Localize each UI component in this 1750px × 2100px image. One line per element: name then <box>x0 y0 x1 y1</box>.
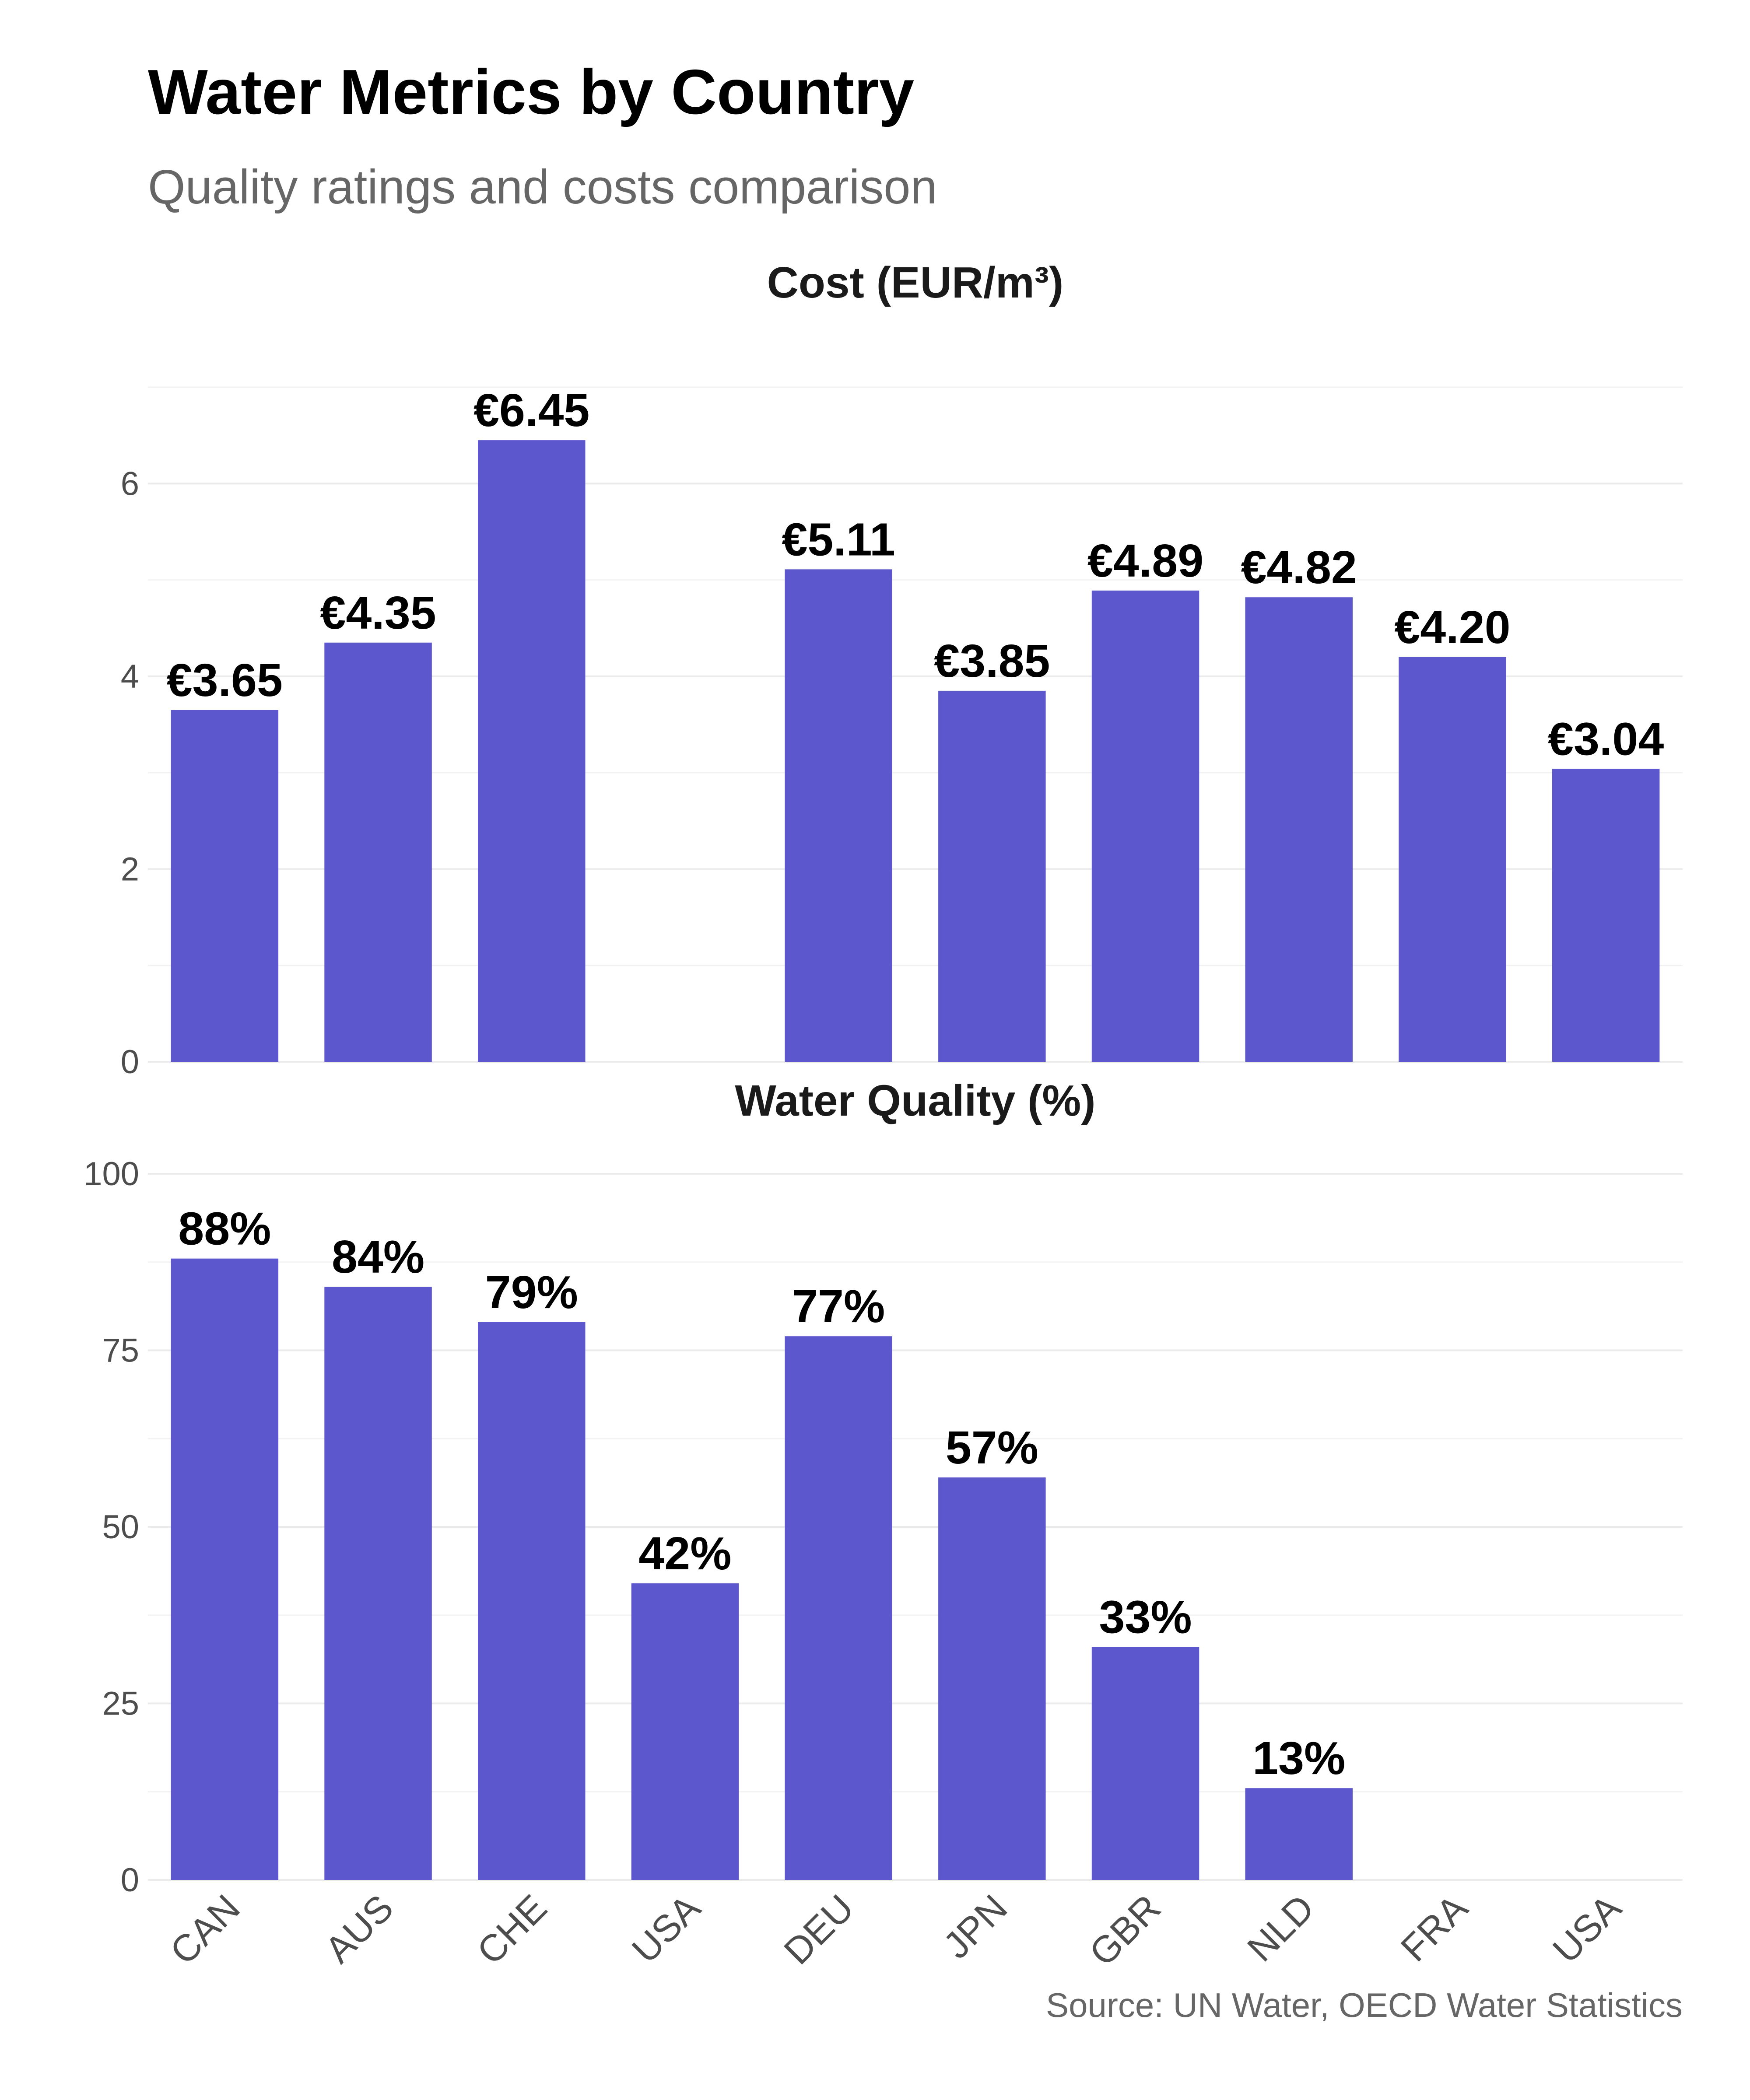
bar-label: 13% <box>1252 1732 1345 1784</box>
x-axis: CAN AUS CHE USA DEU JPN GBR NLD FRA USA <box>162 1886 1630 1974</box>
bar-label: 88% <box>178 1203 271 1255</box>
bar-label: €3.85 <box>934 635 1050 687</box>
bar <box>938 1477 1046 1880</box>
bar <box>1245 597 1353 1062</box>
bar-label: €4.82 <box>1241 542 1357 593</box>
bar-label: €4.35 <box>320 587 436 639</box>
bar-label: €3.04 <box>1548 713 1664 765</box>
bar-label: 57% <box>946 1422 1038 1474</box>
bar-label: €6.45 <box>473 385 589 436</box>
y-tick-label: 4 <box>121 658 139 695</box>
x-tick-label: USA <box>1545 1886 1629 1971</box>
panel-title: Water Quality (%) <box>735 1076 1095 1125</box>
x-tick-label: AUS <box>317 1887 402 1971</box>
bar <box>324 642 432 1062</box>
y-tick-label: 0 <box>121 1862 139 1899</box>
x-tick-label: CHE <box>469 1887 555 1973</box>
x-tick-label: CAN <box>162 1887 248 1973</box>
y-tick-label: 2 <box>121 850 139 888</box>
x-tick-label: GBR <box>1081 1887 1169 1974</box>
bar-label: 79% <box>485 1267 578 1318</box>
y-tick-label: 50 <box>102 1508 139 1546</box>
bar <box>478 440 586 1062</box>
chart-caption: Source: UN Water, OECD Water Statistics <box>1046 1986 1683 2024</box>
bar <box>171 710 279 1062</box>
x-tick-label: NLD <box>1239 1887 1322 1970</box>
y-tick-label: 0 <box>121 1043 139 1081</box>
bar <box>938 690 1046 1062</box>
bar-label: 33% <box>1099 1591 1192 1643</box>
y-tick-label: 75 <box>102 1332 139 1369</box>
bar-label: 84% <box>332 1231 424 1283</box>
x-tick-label: DEU <box>776 1887 862 1973</box>
panel-1: 0 2 4 6 Cost (EUR/m³) €3.65 €4.35 €6.45 €5.11 €3.… <box>121 258 1683 1081</box>
bar <box>324 1287 432 1880</box>
bar <box>785 569 892 1062</box>
bar <box>1552 769 1660 1062</box>
bar <box>1091 1647 1199 1880</box>
bar-label: €5.11 <box>782 514 895 565</box>
bar <box>785 1336 892 1880</box>
panels-layer: 0 2 4 6 Cost (EUR/m³) €3.65 €4.35 €6.45 €5.11 €3.… <box>84 258 1683 1899</box>
bar-label: 77% <box>792 1281 885 1332</box>
bar-label: 42% <box>638 1528 731 1579</box>
chart-title: Water Metrics by Country <box>148 56 914 127</box>
bar-label: €4.89 <box>1087 535 1203 587</box>
y-tick-label: 25 <box>102 1685 139 1722</box>
bar <box>478 1322 586 1880</box>
panel-title: Cost (EUR/m³) <box>767 258 1064 307</box>
bar <box>631 1583 739 1880</box>
bar <box>1245 1788 1353 1880</box>
bar-label: €3.65 <box>167 654 283 706</box>
y-tick-label: 100 <box>84 1155 139 1193</box>
bar <box>1399 657 1506 1062</box>
bar-label: €4.20 <box>1394 602 1510 653</box>
x-tick-label: FRA <box>1393 1886 1476 1970</box>
y-tick-label: 6 <box>121 465 139 502</box>
x-tick-label: JPN <box>936 1887 1016 1967</box>
x-tick-label: USA <box>624 1886 708 1971</box>
bar <box>171 1258 279 1880</box>
panel-2: 0 25 50 75 100 Water Quality (%) 88% 84% 79% 42% 7… <box>84 1076 1683 1899</box>
bar <box>1091 590 1199 1062</box>
chart-subtitle: Quality ratings and costs comparison <box>148 160 937 214</box>
